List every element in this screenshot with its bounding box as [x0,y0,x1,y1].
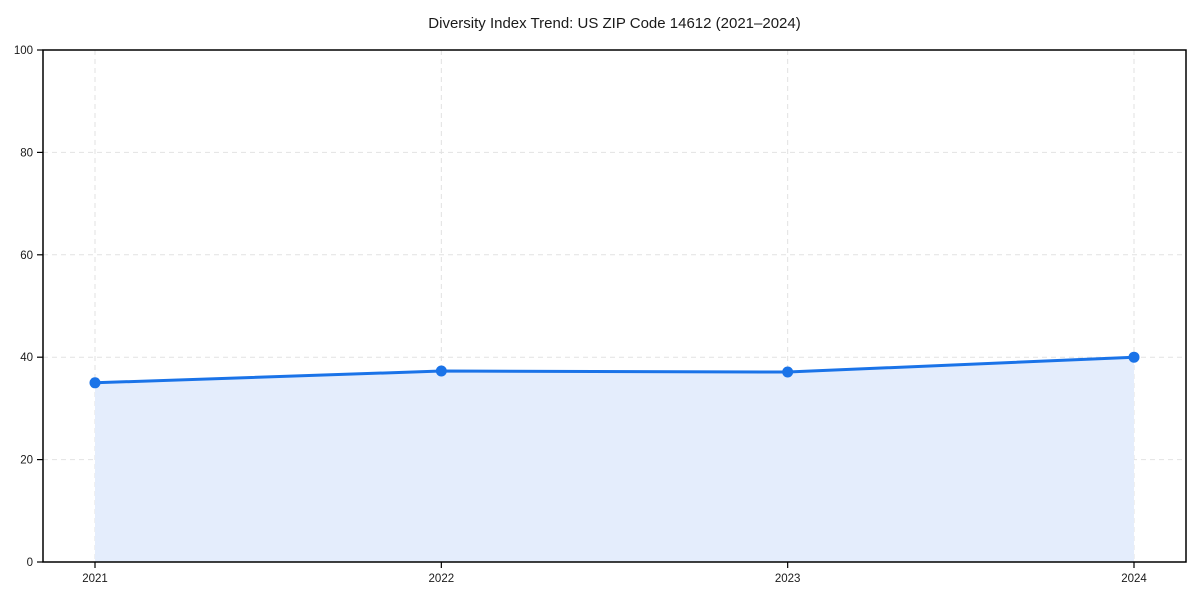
data-point-2022 [435,365,447,377]
y-tick-label: 60 [20,250,33,262]
y-tick-label: 20 [20,455,33,467]
x-tick-label: 2023 [775,573,801,585]
data-point-2021 [89,377,101,389]
trend-line [93,355,1136,385]
data-point-2023 [782,366,794,378]
chart-title: Diversity Index Trend: US ZIP Code 14612… [428,15,801,32]
y-tick-label: 80 [20,147,33,159]
x-tick-label: 2021 [82,573,108,585]
plot-border [42,49,1187,563]
x-tick-label: 2022 [429,573,455,585]
y-tick-label: 0 [27,557,33,569]
y-tick-label: 40 [20,352,33,364]
y-tick-label: 100 [14,45,33,57]
x-tick-label: 2024 [1121,573,1147,585]
data-point-2024 [1128,351,1140,363]
area-fill [95,357,1134,562]
